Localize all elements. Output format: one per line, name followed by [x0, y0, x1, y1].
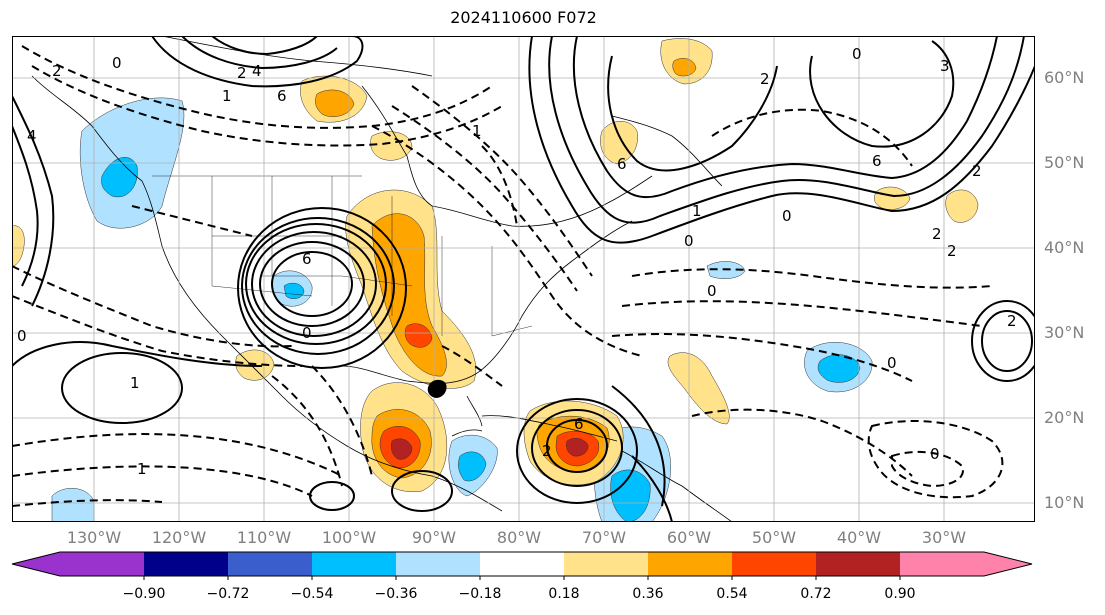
positive-anomaly-great-plains-max [404, 323, 433, 348]
contour-label: 2 [1007, 312, 1017, 330]
colorbar-segment [480, 552, 564, 576]
positive-anomaly-subtropical-atlantic [667, 352, 730, 425]
colorbar-label: −0.54 [290, 586, 334, 602]
contour-label: 6 [574, 415, 584, 433]
colorbar-segment [396, 552, 480, 576]
colorbar-label: 0.90 [884, 586, 916, 602]
negative-anomaly-southwest-core [283, 282, 305, 300]
contour-label: 0 [302, 324, 312, 342]
lon-label-50w: 50°W [751, 528, 797, 547]
lat-label-30n: 30°N [1044, 323, 1085, 342]
positive-anomaly-azores [945, 189, 979, 223]
contour-label: 6 [302, 250, 312, 268]
lon-label-70w: 70°W [581, 528, 627, 547]
contour-label: 2 [947, 242, 957, 260]
contour-label: 1 [130, 374, 140, 392]
colorbar-label: −0.72 [206, 586, 250, 602]
lon-label-100w: 100°W [321, 528, 377, 547]
contour-label: 0 [707, 282, 717, 300]
colorbar-label: −0.90 [122, 586, 166, 602]
gridlines [12, 36, 1035, 522]
solid-contours [12, 36, 1035, 522]
contour-label: 0 [112, 54, 122, 72]
positive-anomaly-hudson-core [315, 89, 355, 117]
shaded-anomalies [12, 38, 979, 522]
colorbar-segment [12, 552, 60, 576]
positive-anomaly-west-coast [12, 225, 25, 267]
contour-label: 2 [52, 62, 62, 80]
contour-label: 0 [17, 327, 27, 345]
colorbar-ticks [143, 576, 901, 580]
colorbar-segment [984, 552, 1032, 576]
lon-label-80w: 80°W [496, 528, 542, 547]
contour-labels: 0 2 4 6 1 0 0 6 2 0 2 1 0 2 4 6 1 6 1 2 … [17, 45, 1017, 478]
colorbar-label: 0.18 [548, 586, 580, 602]
colorbar-segment [312, 552, 396, 576]
colorbar-label: −0.18 [458, 586, 502, 602]
contour-label: 1 [137, 460, 147, 478]
positive-anomaly-north-atlantic [874, 186, 911, 210]
negative-anomaly-east-pacific [51, 488, 95, 522]
contour-label: 0 [684, 232, 694, 250]
colorbar-segment [228, 552, 312, 576]
lat-label-60n: 60°N [1044, 68, 1085, 87]
colorbar-label: 0.72 [800, 586, 832, 602]
colorbar-segment [60, 552, 144, 576]
contour-label: 6 [617, 155, 627, 173]
contour-label: 1 [472, 122, 482, 140]
map-title: 2024110600 F072 [450, 8, 597, 27]
contour-label: 6 [277, 87, 287, 105]
lat-label-20n: 20°N [1044, 408, 1085, 427]
lon-label-110w: 110°W [236, 528, 292, 547]
map-frame [12, 36, 1035, 522]
colorbar-segment [564, 552, 648, 576]
colorbar-segment [816, 552, 900, 576]
contour-label: 2 [760, 70, 770, 88]
lon-label-40w: 40°W [836, 528, 882, 547]
negative-anomaly-central-america-core [458, 451, 487, 482]
contour-label: 4 [27, 127, 37, 145]
lon-label-130w: 130°W [66, 528, 122, 547]
coastlines [31, 36, 733, 522]
contour-label: 0 [930, 445, 940, 463]
lon-label-120w: 120°W [151, 528, 207, 547]
contour-label: 1 [692, 202, 702, 220]
contour-label: 6 [872, 152, 882, 170]
contour-label: 2 [542, 442, 552, 460]
map-panel: 0 2 4 6 1 0 0 6 2 0 2 1 0 2 4 6 1 6 1 2 … [12, 36, 1035, 522]
lat-label-50n: 50°N [1044, 153, 1085, 172]
colorbar-label: −0.36 [374, 586, 418, 602]
negative-anomaly-atlantic-core [817, 354, 861, 383]
lon-label-90w: 90°W [411, 528, 457, 547]
contour-label: 1 [222, 87, 232, 105]
colorbar-segment [900, 552, 984, 576]
contour-label: 0 [887, 354, 897, 372]
tropical-storm-marker [427, 379, 447, 398]
contour-label: 2 [237, 64, 247, 82]
contour-label: 3 [940, 57, 950, 75]
positive-anomaly-caribbean-max [566, 437, 589, 457]
negative-anomaly-pacific-nw-core [101, 157, 138, 198]
colorbar-segment [144, 552, 228, 576]
contour-label: 4 [252, 62, 262, 80]
contour-label: 2 [972, 162, 982, 180]
positive-anomaly-great-lakes [370, 131, 413, 161]
positive-anomaly-labrador [600, 121, 638, 165]
contour-label: 0 [852, 45, 862, 63]
dashed-contours [12, 45, 1004, 507]
contour-label: 0 [782, 207, 792, 225]
colorbar [11, 551, 1033, 580]
lon-label-60w: 60°W [666, 528, 712, 547]
colorbar-segment [732, 552, 816, 576]
lat-label-10n: 10°N [1044, 493, 1085, 512]
contour-label: 2 [932, 225, 942, 243]
colorbar-outline [11, 551, 1033, 577]
colorbar-segment [648, 552, 732, 576]
positive-anomaly-davis-strait-core [672, 58, 697, 77]
lat-label-40n: 40°N [1044, 238, 1085, 257]
colorbar-label: 0.36 [632, 586, 664, 602]
positive-anomaly-mexico-max [391, 438, 413, 460]
colorbar-label: 0.54 [716, 586, 748, 602]
lon-label-30w: 30°W [921, 528, 967, 547]
